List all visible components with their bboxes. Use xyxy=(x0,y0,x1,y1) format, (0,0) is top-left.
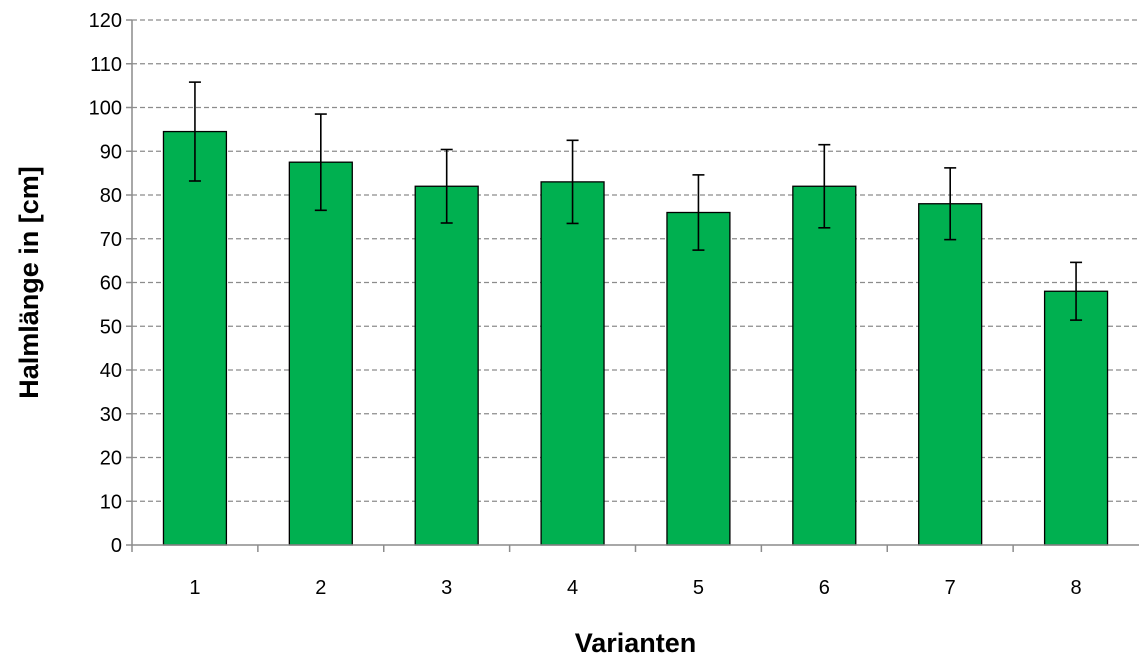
y-tick-label: 120 xyxy=(89,10,122,32)
gridlines xyxy=(132,19,1139,502)
bar-8 xyxy=(1043,290,1109,546)
error-bar-6 xyxy=(818,143,831,229)
error-bar-1 xyxy=(188,81,201,182)
error-bar-5 xyxy=(692,174,705,251)
y-tick-label: 10 xyxy=(100,491,122,513)
bar-7 xyxy=(918,203,983,546)
bar-6 xyxy=(792,185,857,546)
error-bar-2 xyxy=(314,113,327,212)
error-bar-8 xyxy=(1070,261,1083,321)
x-tick-label: 3 xyxy=(441,577,452,599)
x-tick-label: 2 xyxy=(315,577,326,599)
y-tick-label: 90 xyxy=(100,141,122,163)
x-tick-label: 4 xyxy=(567,577,578,599)
y-tick-label: 30 xyxy=(100,404,122,426)
bar-2 xyxy=(288,161,353,546)
y-tick-label: 0 xyxy=(111,535,122,557)
y-tick-label: 70 xyxy=(100,229,122,251)
x-tick-label: 1 xyxy=(189,577,200,599)
x-tick-label: 5 xyxy=(693,577,704,599)
x-tick-label: 7 xyxy=(945,577,956,599)
x-tick-label: 8 xyxy=(1071,577,1082,599)
error-bar-7 xyxy=(944,167,957,241)
axes xyxy=(126,19,1139,552)
y-tick-label: 110 xyxy=(90,54,122,76)
y-axis-title: Halmlänge in [cm] xyxy=(14,166,44,399)
error-bar-3 xyxy=(440,148,453,224)
y-tick-label: 50 xyxy=(100,316,122,338)
bar-3 xyxy=(414,185,479,546)
bar-1 xyxy=(162,130,228,546)
tick-labels: 0 10 20 30 40 50 60 70 80 90 100 110 120 1 2 3 4 5 6 7 8 xyxy=(89,10,1082,599)
y-tick-label: 20 xyxy=(100,448,122,470)
error-bar-4 xyxy=(566,139,579,225)
bar-4 xyxy=(540,181,605,546)
y-tick-label: 80 xyxy=(100,185,122,207)
y-tick-label: 100 xyxy=(89,98,122,120)
y-tick-label: 40 xyxy=(100,360,122,382)
bars xyxy=(162,130,1109,546)
x-tick-label: 6 xyxy=(819,577,830,599)
error-bars xyxy=(188,81,1083,321)
y-tick-label: 60 xyxy=(100,273,122,295)
bar-5 xyxy=(666,211,731,546)
x-axis-title: Varianten xyxy=(575,628,697,658)
